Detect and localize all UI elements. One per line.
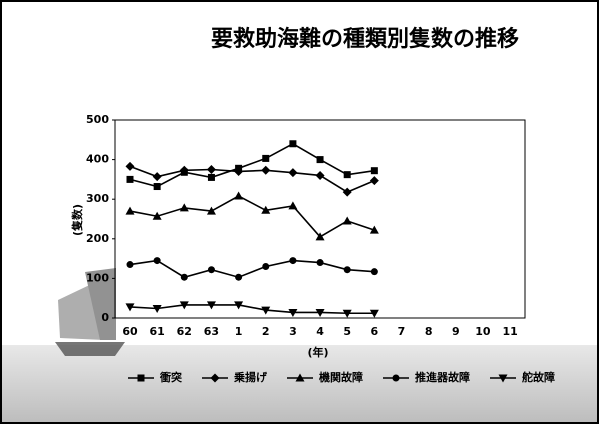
marker <box>262 154 270 162</box>
marker <box>369 176 379 186</box>
marker <box>343 266 351 274</box>
marker <box>342 309 352 318</box>
marker <box>179 203 189 212</box>
marker <box>261 306 271 315</box>
marker <box>235 273 243 281</box>
x-tick-label: 4 <box>316 325 324 338</box>
series-line <box>129 142 375 188</box>
chart-title: 要救助海難の種類別隻数の推移 <box>211 26 519 52</box>
marker <box>125 303 135 312</box>
x-tick-label: 9 <box>452 325 460 338</box>
marker <box>342 187 352 197</box>
marker <box>125 161 135 171</box>
marker <box>207 173 215 181</box>
legend-marker <box>498 374 508 383</box>
marker <box>126 175 134 183</box>
x-tick-label: 3 <box>289 325 297 338</box>
marker <box>152 172 162 182</box>
x-tick-label: 11 <box>502 325 517 338</box>
legend-label: 機関故障 <box>319 370 363 384</box>
marker <box>152 304 162 313</box>
boat-graphic <box>55 268 125 356</box>
marker <box>289 257 297 265</box>
marker <box>125 206 135 215</box>
legend-label: 乗揚げ <box>234 370 268 384</box>
series-line <box>129 195 375 238</box>
marker <box>315 232 325 241</box>
marker <box>234 301 244 310</box>
x-tick-label: 61 <box>149 325 164 338</box>
marker <box>316 156 324 164</box>
legend-label: 推進器故障 <box>415 370 470 384</box>
x-tick-label: 7 <box>398 325 406 338</box>
y-tick-label: 100 <box>86 271 109 284</box>
marker <box>316 259 324 267</box>
plot-frame <box>114 119 526 319</box>
marker <box>126 261 134 269</box>
marker <box>234 166 244 176</box>
marker <box>315 308 325 317</box>
marker <box>369 309 379 318</box>
marker <box>179 165 189 175</box>
marker <box>343 171 351 179</box>
legend-marker <box>392 374 400 382</box>
marker <box>288 201 298 210</box>
legend-marker <box>137 374 145 382</box>
y-tick-label: 200 <box>86 232 109 245</box>
y-tick-label: 400 <box>86 153 109 166</box>
y-tick-label: 0 <box>101 311 109 324</box>
x-tick-label: 63 <box>204 325 219 338</box>
y-tick-label: 300 <box>86 192 109 205</box>
x-tick-label: 62 <box>177 325 192 338</box>
marker <box>261 165 271 175</box>
x-tick-label: 8 <box>425 325 433 338</box>
marker <box>315 170 325 180</box>
marker <box>153 257 161 265</box>
series-line <box>129 165 375 193</box>
marker <box>206 165 216 174</box>
x-tick-label: 1 <box>235 325 243 338</box>
marker <box>179 301 189 310</box>
y-axis-label: (隻数) <box>70 204 84 236</box>
series-line <box>129 259 375 279</box>
marker <box>288 168 298 178</box>
legend-marker <box>210 373 220 383</box>
marker <box>262 263 270 271</box>
legend-marker <box>295 373 305 382</box>
marker <box>180 273 188 281</box>
marker <box>206 301 216 310</box>
x-tick-label: 60 <box>122 325 138 338</box>
marker <box>152 211 162 220</box>
legend-label: 舵故障 <box>522 370 555 384</box>
series-line <box>129 304 375 315</box>
marker <box>370 167 378 175</box>
marker <box>153 183 161 191</box>
x-tick-label: 2 <box>262 325 270 338</box>
legend-label: 衝突 <box>159 370 182 384</box>
x-tick-label: 10 <box>475 325 491 338</box>
y-tick-label: 500 <box>86 113 109 126</box>
marker <box>234 191 244 200</box>
marker <box>289 140 297 148</box>
x-axis-label: (年) <box>307 345 328 359</box>
x-tick-label: 6 <box>371 325 379 338</box>
marker <box>369 225 379 234</box>
x-tick-label: 5 <box>343 325 351 338</box>
marker <box>370 268 378 276</box>
marker <box>342 216 352 225</box>
marker <box>261 205 271 214</box>
marker <box>288 308 298 317</box>
background-band <box>2 345 597 422</box>
marker <box>207 266 215 274</box>
marker <box>206 206 216 215</box>
